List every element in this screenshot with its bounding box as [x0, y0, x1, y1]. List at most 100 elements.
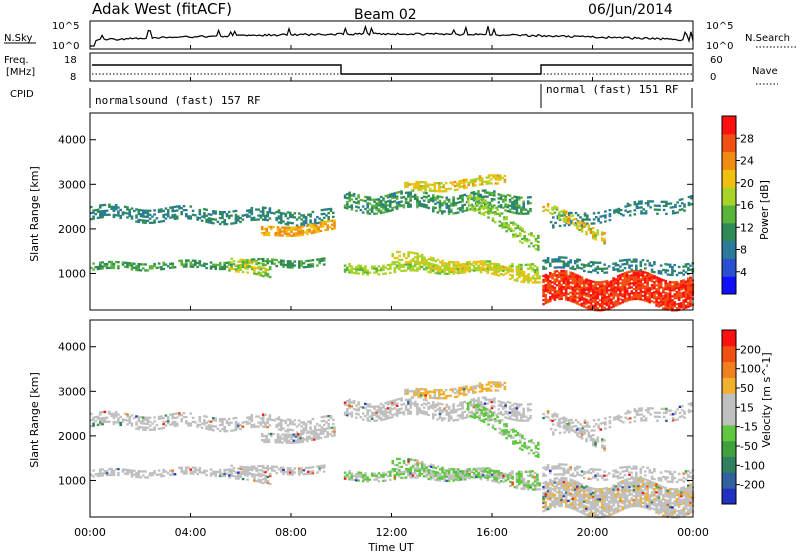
power-cell [382, 207, 385, 209]
velocity-cell [516, 415, 519, 417]
velocity-cell [529, 486, 532, 488]
velocity-cell [476, 410, 479, 412]
velocity-cell [536, 480, 539, 482]
velocity-cell [280, 419, 283, 421]
velocity-cell [235, 427, 238, 429]
power-cell [309, 213, 312, 215]
power-cell [624, 267, 627, 269]
velocity-cell [353, 475, 356, 477]
velocity-cell [312, 418, 315, 420]
power-cell [574, 291, 577, 293]
power-cell [594, 236, 597, 238]
power-cell [481, 179, 484, 181]
power-cell [289, 216, 292, 218]
power-cell [246, 210, 249, 212]
velocity-cell [357, 475, 360, 477]
velocity-cell [431, 391, 434, 393]
power-cell [511, 276, 514, 278]
power-cell [473, 267, 476, 269]
velocity-cell [440, 389, 443, 391]
velocity-cell [516, 411, 519, 413]
power-cell [431, 184, 434, 186]
power-cell [563, 260, 566, 262]
velocity-cell [427, 402, 430, 404]
power-cell [266, 258, 269, 260]
power-cell [574, 218, 577, 220]
velocity-cell [536, 488, 539, 490]
power-cell [551, 261, 554, 263]
velocity-cell [432, 417, 435, 419]
power-cell [556, 276, 559, 278]
power-cell [574, 295, 577, 297]
power-cell [392, 253, 395, 255]
power-cell [251, 266, 254, 268]
power-cell [651, 280, 654, 282]
power-cell [520, 268, 523, 270]
power-cell [291, 222, 294, 224]
power-cell [242, 215, 245, 217]
velocity-cell [429, 397, 432, 399]
power-cell [214, 212, 217, 214]
velocity-cell [462, 476, 465, 478]
power-cell [633, 292, 636, 294]
power-cell [545, 280, 548, 282]
power-cell [425, 259, 428, 261]
power-cell [685, 301, 688, 303]
velocity-cell [491, 401, 494, 403]
power-cell [530, 242, 533, 244]
power-cell [662, 287, 665, 289]
power-cell [320, 224, 323, 226]
power-cell [517, 235, 520, 237]
velocity-cell [246, 423, 249, 425]
power-cell [237, 267, 240, 269]
velocity-cell [274, 439, 277, 441]
power-cell [420, 189, 423, 191]
power-cell [416, 198, 419, 200]
power-cell [223, 211, 226, 213]
power-cell [416, 204, 419, 206]
velocity-cell [293, 436, 296, 438]
power-cell [522, 209, 525, 211]
power-cell [281, 226, 284, 228]
power-cell [492, 217, 495, 219]
power-cell [560, 294, 563, 296]
velocity-cell [448, 478, 451, 480]
power-cell [403, 255, 406, 257]
velocity-cell [296, 425, 299, 427]
power-cell [450, 267, 453, 269]
power-cell [601, 281, 604, 283]
power-cell [549, 276, 552, 278]
power-cell [608, 299, 611, 301]
velocity-cell [418, 392, 421, 394]
power-cell [651, 271, 654, 273]
power-cell [288, 233, 291, 235]
power-cell [448, 265, 451, 267]
velocity-cell [294, 419, 297, 421]
velocity-cell [454, 388, 457, 390]
velocity-cell [477, 397, 480, 399]
power-cell [644, 289, 647, 291]
power-cell [423, 200, 426, 202]
power-cell [101, 204, 104, 206]
velocity-cell [332, 419, 335, 421]
velocity-cell [464, 478, 467, 480]
power-cell [171, 216, 174, 218]
velocity-cell [203, 419, 206, 421]
velocity-cell [260, 423, 263, 425]
power-cell [551, 281, 554, 283]
power-cell [434, 188, 437, 190]
velocity-cell [357, 409, 360, 411]
power-cell [504, 209, 507, 211]
power-cell [416, 202, 419, 204]
power-cell [441, 196, 444, 198]
power-cell [108, 206, 111, 208]
power-cell [535, 248, 538, 250]
velocity-cell [264, 414, 267, 416]
power-cell [447, 188, 450, 190]
velocity-cell [439, 403, 442, 405]
velocity-cell [287, 467, 290, 469]
power-cell [689, 297, 692, 299]
power-cell [505, 224, 508, 226]
velocity-cell [461, 411, 464, 413]
power-cell [405, 200, 408, 202]
